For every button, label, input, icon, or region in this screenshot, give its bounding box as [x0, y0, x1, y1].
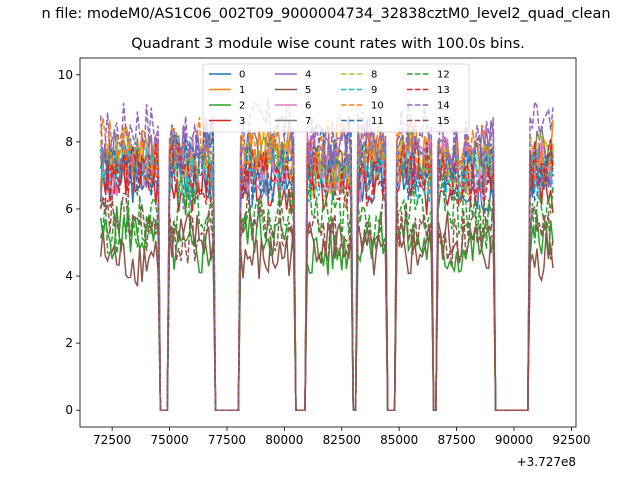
legend-label-0: 0 — [239, 70, 245, 81]
axes-frame — [79, 57, 577, 428]
x-axis-ticks: 72500 75000 77500 80000 82500 85000 87500 90000… — [93, 427, 591, 447]
series-line-7 — [99, 125, 554, 411]
legend-label-1: 1 — [239, 85, 245, 96]
legend-label-6: 6 — [305, 101, 311, 112]
y-axis-ticks: 0 2 4 6 8 10 — [58, 68, 80, 417]
legend-label-11: 11 — [371, 116, 384, 127]
series-line-15 — [99, 192, 554, 411]
y-tick-label: 6 — [65, 202, 73, 216]
y-tick-label: 2 — [65, 336, 73, 350]
x-tick-label: 82500 — [323, 433, 361, 447]
x-tick-label: 90000 — [495, 433, 533, 447]
x-tick-label: 92500 — [552, 433, 590, 447]
legend-label-8: 8 — [371, 70, 377, 81]
y-tick-label: 0 — [65, 403, 73, 417]
y-tick-label: 8 — [65, 135, 73, 149]
y-tick-label: 4 — [65, 269, 73, 283]
legend-label-12: 12 — [437, 70, 450, 81]
x-tick-label: 80000 — [265, 433, 303, 447]
legend-label-9: 9 — [371, 85, 377, 96]
legend-box — [202, 63, 470, 133]
series-line-14 — [99, 97, 554, 411]
series-line-13 — [99, 137, 554, 411]
series-line-12 — [99, 177, 554, 411]
legend-label-15: 15 — [437, 116, 450, 127]
y-tick-label: 10 — [58, 68, 73, 82]
x-tick-label: 72500 — [93, 433, 131, 447]
x-tick-label: 87500 — [437, 433, 475, 447]
series-line-9 — [99, 137, 554, 411]
legend-label-5: 5 — [305, 85, 311, 96]
chart-title: Quadrant 3 module wise count rates with … — [131, 36, 525, 52]
legend-label-7: 7 — [305, 116, 311, 127]
legend-label-4: 4 — [305, 70, 311, 81]
series-line-11 — [99, 127, 554, 411]
legend-label-2: 2 — [239, 101, 245, 112]
series-line-2 — [99, 206, 554, 411]
legend-label-10: 10 — [371, 101, 384, 112]
legend-label-13: 13 — [437, 85, 450, 96]
x-tick-label: 75000 — [150, 433, 188, 447]
x-tick-label: 85000 — [380, 433, 418, 447]
legend-label-3: 3 — [239, 116, 245, 127]
legend-label-14: 14 — [437, 101, 450, 112]
x-tick-label: 77500 — [208, 433, 246, 447]
x-offset-label: +3.727e8 — [517, 455, 576, 469]
figure-suptitle: n file: modeM0/AS1C06_002T09_9000004734_… — [41, 6, 611, 22]
